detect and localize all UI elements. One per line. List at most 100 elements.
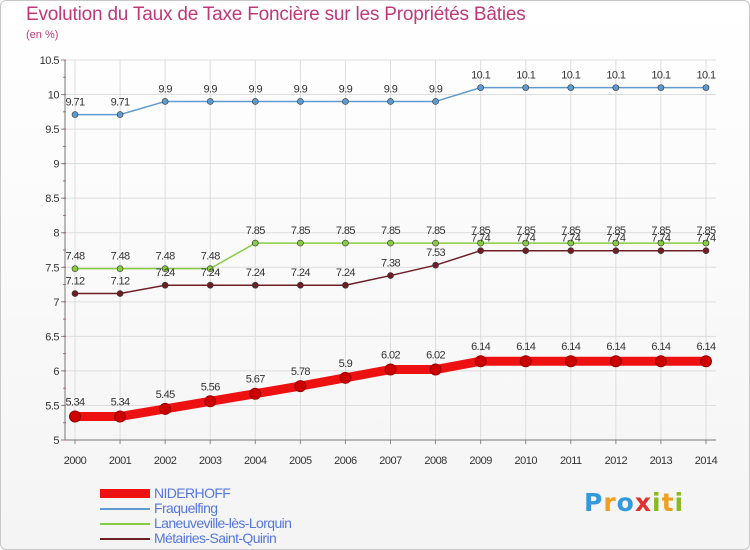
data-label-niderhoff: 5.34 bbox=[65, 397, 84, 409]
data-label-niderhoff: 6.14 bbox=[471, 341, 490, 353]
data-label-fraquelfing: 10.1 bbox=[606, 70, 625, 82]
logo-letter: t bbox=[661, 488, 675, 517]
data-label-niderhoff: 6.14 bbox=[561, 341, 580, 353]
data-point-metairies-saint-quirin bbox=[206, 281, 214, 289]
x-tick-label: 2002 bbox=[154, 455, 177, 467]
data-point-metairies-saint-quirin bbox=[71, 290, 79, 297]
chart-axes: 2000 2001 2002 2003 2004 2005 2006 2007 2008 2009… bbox=[40, 55, 719, 467]
data-point-metairies-saint-quirin bbox=[702, 247, 710, 254]
data-label-laneuveville-les-lorquin: 7.85 bbox=[291, 225, 310, 237]
data-label-fraquelfing: 9.9 bbox=[429, 83, 443, 95]
legend-swatch-fraquelfing bbox=[100, 508, 150, 510]
data-label-metairies-saint-quirin: 7.24 bbox=[201, 267, 220, 279]
data-point-metairies-saint-quirin bbox=[612, 247, 620, 254]
data-label-niderhoff: 5.45 bbox=[156, 389, 175, 401]
data-label-laneuveville-les-lorquin: 7.85 bbox=[246, 225, 265, 237]
data-label-laneuveville-les-lorquin: 7.85 bbox=[606, 225, 625, 237]
logo-letter: x bbox=[634, 488, 652, 517]
data-label-laneuveville-les-lorquin: 7.85 bbox=[471, 225, 490, 237]
data-point-metairies-saint-quirin bbox=[251, 281, 259, 289]
data-point-niderhoff bbox=[204, 395, 217, 408]
x-tick-label: 2009 bbox=[469, 455, 492, 467]
data-label-laneuveville-les-lorquin: 7.85 bbox=[336, 225, 355, 237]
data-point-laneuveville-les-lorquin bbox=[522, 239, 530, 247]
data-point-niderhoff bbox=[519, 355, 532, 368]
data-point-fraquelfing bbox=[297, 98, 304, 105]
data-label-metairies-saint-quirin: 7.24 bbox=[156, 267, 175, 279]
logo-letter: P bbox=[584, 488, 604, 517]
data-label-fraquelfing: 9.71 bbox=[111, 97, 130, 109]
data-point-laneuveville-les-lorquin bbox=[297, 239, 304, 247]
data-point-niderhoff bbox=[114, 410, 127, 423]
logo-letter: i bbox=[674, 488, 685, 517]
data-label-laneuveville-les-lorquin: 7.85 bbox=[651, 225, 670, 237]
legend-swatch-laneuveville bbox=[100, 523, 150, 525]
data-label-fraquelfing: 10.1 bbox=[651, 70, 670, 82]
data-label-niderhoff: 5.34 bbox=[111, 397, 130, 409]
data-label-metairies-saint-quirin: 7.12 bbox=[65, 276, 84, 288]
x-tick-label: 2006 bbox=[334, 455, 357, 467]
data-point-laneuveville-les-lorquin bbox=[116, 265, 124, 272]
x-tick-label: 2005 bbox=[289, 455, 312, 467]
legend-swatch-niderhoff bbox=[100, 489, 150, 498]
data-point-laneuveville-les-lorquin bbox=[161, 265, 169, 272]
y-tick-label: 8 bbox=[53, 228, 59, 240]
data-label-laneuveville-les-lorquin: 7.85 bbox=[381, 225, 400, 237]
x-tick-label: 2014 bbox=[695, 455, 718, 467]
x-tick-label: 2008 bbox=[424, 455, 447, 467]
data-point-fraquelfing bbox=[161, 98, 169, 105]
data-label-fraquelfing: 10.1 bbox=[471, 70, 490, 82]
data-point-fraquelfing bbox=[71, 111, 79, 118]
y-tick-label: 10.5 bbox=[40, 55, 60, 67]
data-point-fraquelfing bbox=[116, 111, 124, 118]
data-point-laneuveville-les-lorquin bbox=[567, 239, 575, 247]
y-tick-label: 5.5 bbox=[45, 400, 59, 412]
x-tick-label: 2010 bbox=[514, 455, 537, 467]
data-point-laneuveville-les-lorquin bbox=[702, 239, 710, 247]
data-label-niderhoff: 5.67 bbox=[246, 374, 265, 386]
data-label-fraquelfing: 9.9 bbox=[339, 83, 353, 95]
data-point-laneuveville-les-lorquin bbox=[657, 239, 665, 247]
data-point-fraquelfing bbox=[206, 98, 214, 105]
data-label-niderhoff: 6.14 bbox=[696, 341, 715, 353]
data-point-metairies-saint-quirin bbox=[387, 272, 394, 279]
data-point-laneuveville-les-lorquin bbox=[387, 239, 394, 247]
data-point-fraquelfing bbox=[432, 98, 439, 105]
data-label-niderhoff: 5.78 bbox=[291, 366, 310, 378]
x-tick-label: 2011 bbox=[560, 455, 582, 467]
data-label-laneuveville-les-lorquin: 7.85 bbox=[696, 225, 715, 237]
logo-letter: r bbox=[603, 488, 617, 517]
data-label-niderhoff: 6.02 bbox=[426, 350, 445, 362]
data-label-laneuveville-les-lorquin: 7.48 bbox=[201, 251, 220, 263]
data-point-metairies-saint-quirin bbox=[522, 247, 530, 254]
data-label-metairies-saint-quirin: 7.74 bbox=[471, 233, 490, 245]
data-point-niderhoff bbox=[564, 355, 577, 368]
data-label-metairies-saint-quirin: 7.24 bbox=[246, 267, 265, 279]
data-label-metairies-saint-quirin: 7.74 bbox=[516, 233, 535, 245]
data-label-fraquelfing: 9.9 bbox=[203, 83, 217, 95]
data-point-fraquelfing bbox=[387, 98, 394, 105]
data-label-laneuveville-les-lorquin: 7.48 bbox=[156, 251, 175, 263]
data-point-metairies-saint-quirin bbox=[477, 247, 484, 254]
data-label-metairies-saint-quirin: 7.74 bbox=[606, 233, 625, 245]
data-label-metairies-saint-quirin: 7.74 bbox=[696, 233, 715, 245]
chart-title: Evolution du Taux de Taxe Foncière sur l… bbox=[26, 4, 526, 25]
legend-label-niderhoff: NIDERHOFF bbox=[154, 485, 231, 501]
data-label-metairies-saint-quirin: 7.53 bbox=[426, 247, 445, 259]
y-tick-label: 7 bbox=[53, 297, 59, 309]
data-point-metairies-saint-quirin bbox=[432, 261, 439, 269]
data-point-metairies-saint-quirin bbox=[116, 290, 124, 297]
data-point-niderhoff bbox=[294, 380, 307, 393]
x-tick-label: 2000 bbox=[64, 455, 87, 467]
data-label-laneuveville-les-lorquin: 7.48 bbox=[65, 251, 84, 263]
data-point-laneuveville-les-lorquin bbox=[612, 239, 620, 247]
data-point-metairies-saint-quirin bbox=[161, 281, 169, 289]
data-label-laneuveville-les-lorquin: 7.48 bbox=[111, 251, 130, 263]
data-label-fraquelfing: 10.1 bbox=[516, 70, 535, 82]
data-label-laneuveville-les-lorquin: 7.85 bbox=[426, 225, 445, 237]
y-tick-label: 9 bbox=[53, 159, 59, 171]
data-point-niderhoff bbox=[474, 355, 487, 368]
data-label-metairies-saint-quirin: 7.74 bbox=[561, 233, 580, 245]
data-point-niderhoff bbox=[159, 402, 172, 415]
data-label-metairies-saint-quirin: 7.38 bbox=[381, 258, 400, 270]
